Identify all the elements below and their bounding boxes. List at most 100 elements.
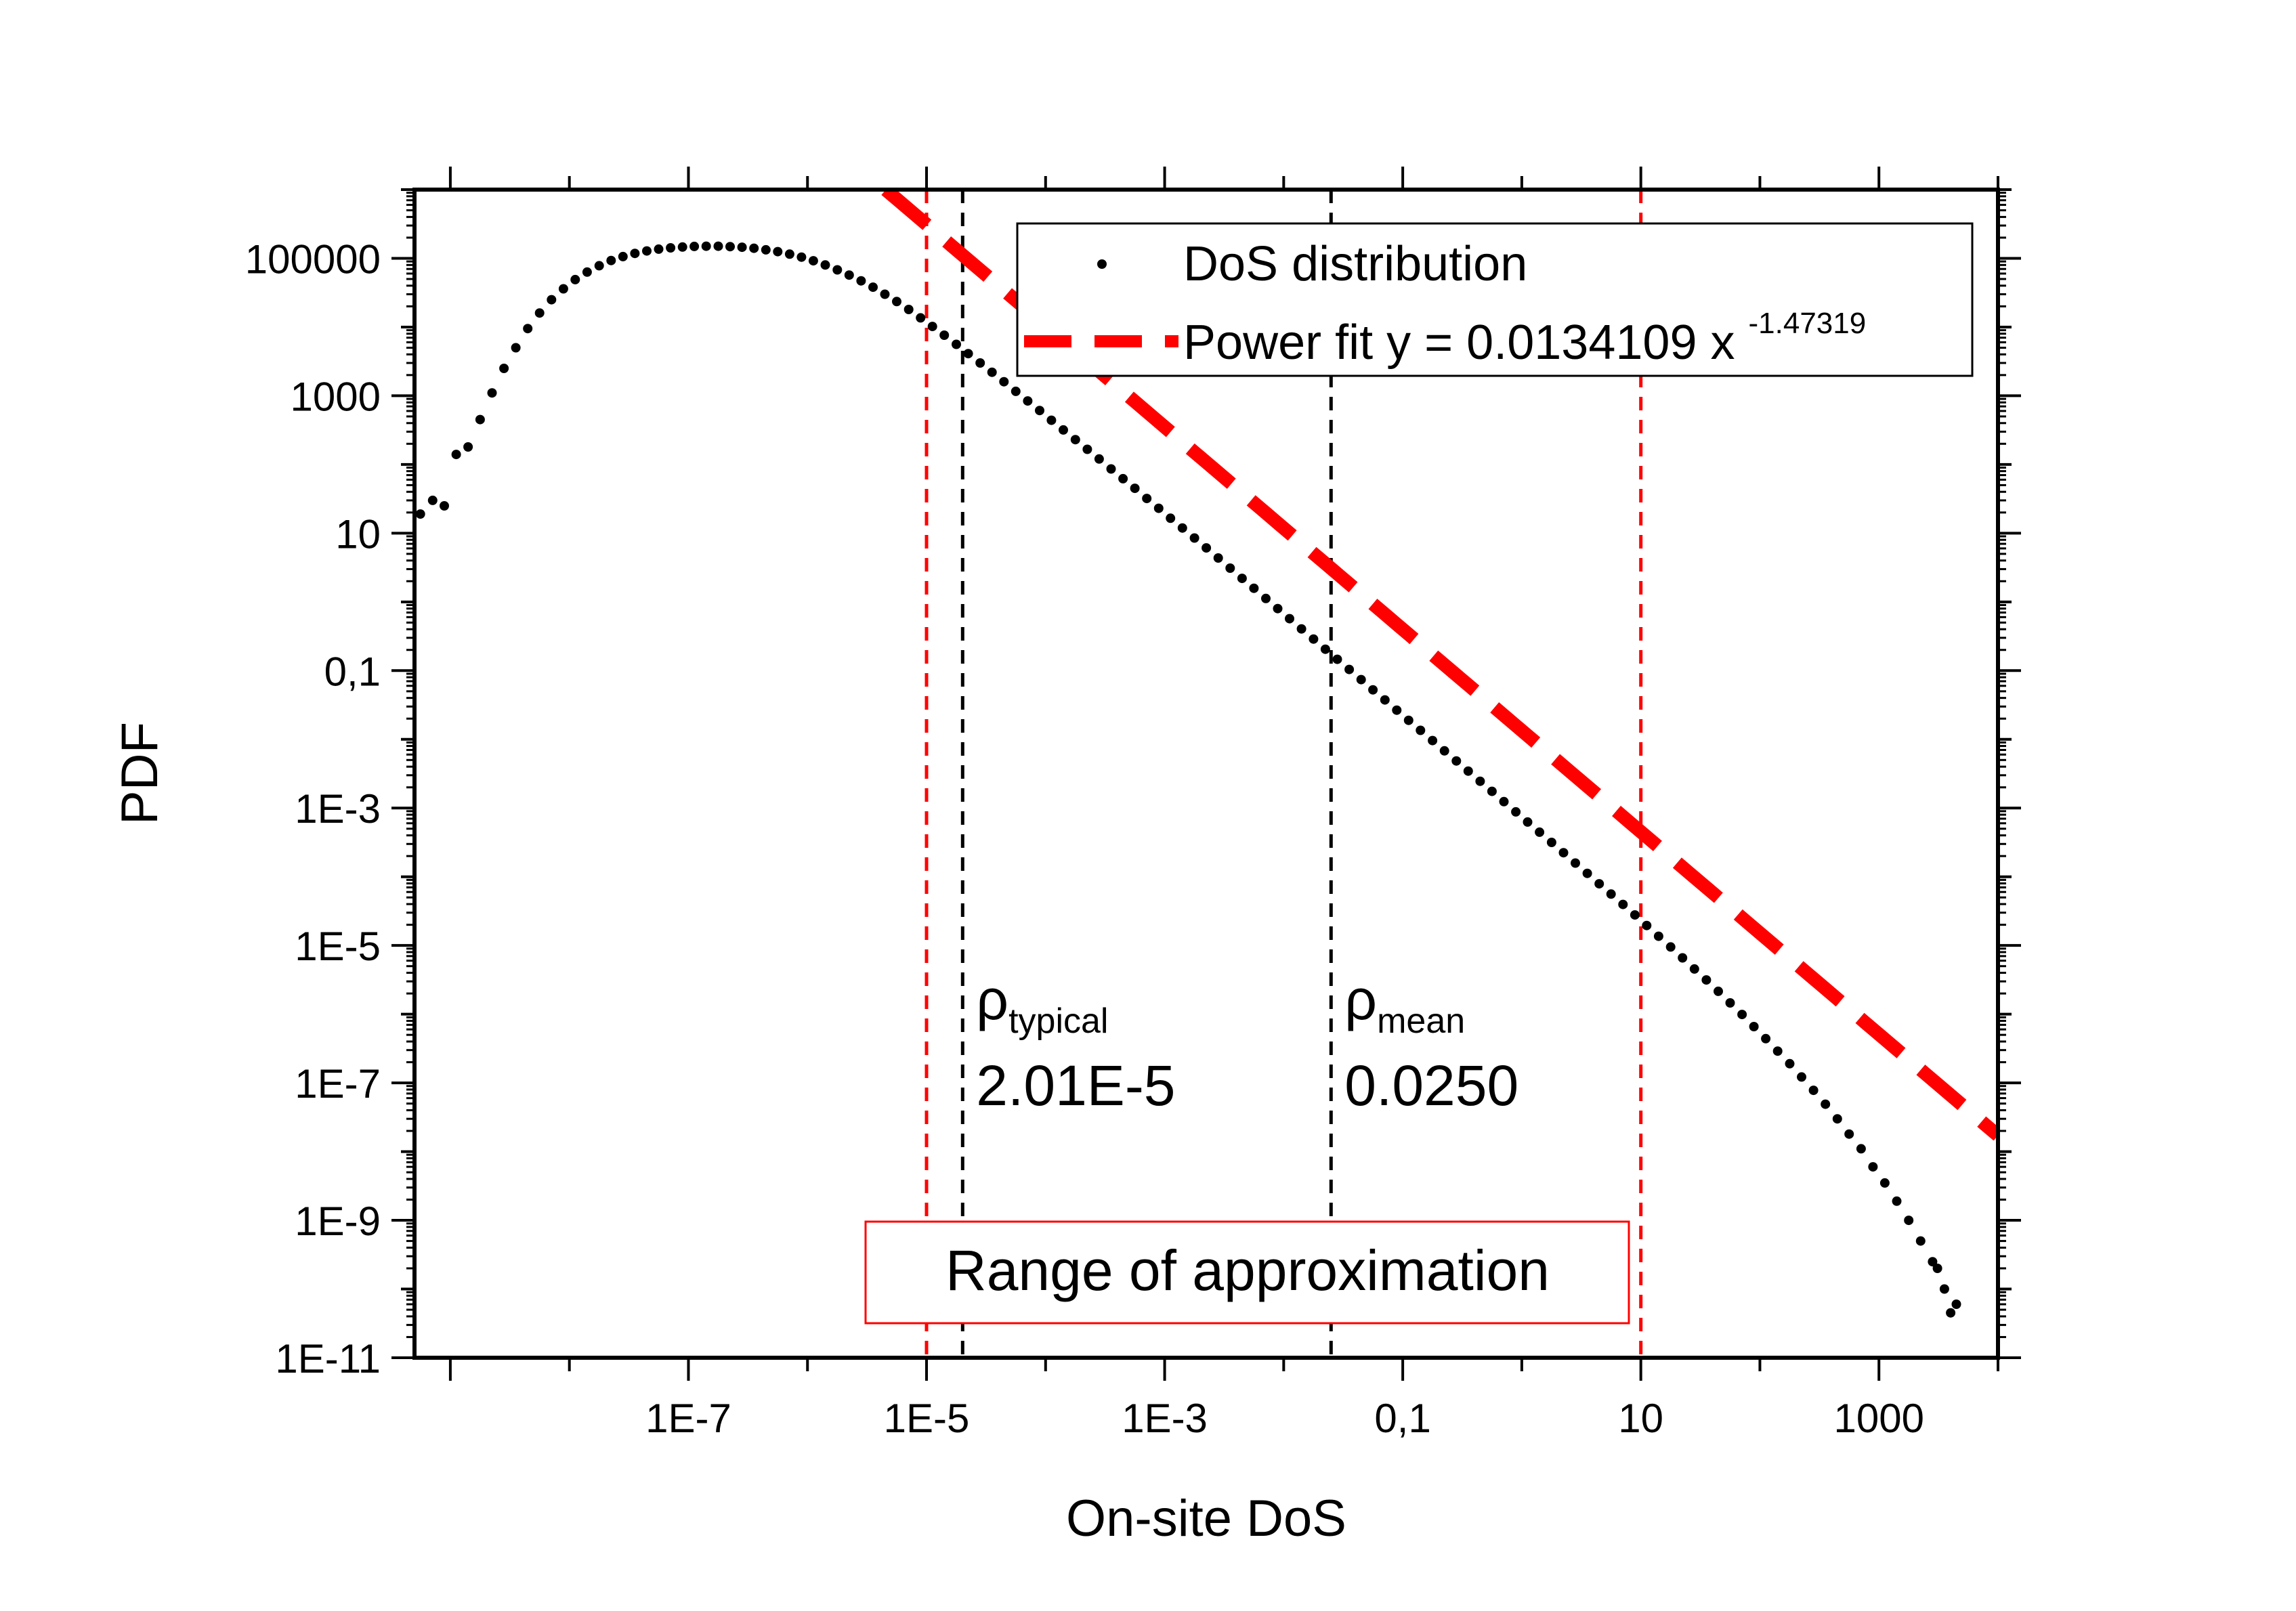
dos-data-point [511,343,521,353]
dos-data-point [761,244,771,255]
y-axis-title: PDF [111,722,169,825]
dos-data-point [1320,644,1330,654]
y-tick-label: 1E-9 [295,1199,381,1244]
dos-data-point [1689,964,1699,974]
dos-data-point [1011,386,1021,396]
dos-data-point [1439,746,1449,756]
x-axis-title: On-site DoS [1066,1490,1346,1547]
dos-data-point [547,295,557,305]
dos-data-point [1868,1162,1878,1172]
dos-data-point [1153,503,1164,513]
dos-data-point [1701,975,1712,985]
dos-data-point [1642,920,1652,930]
dos-data-point [1475,776,1485,786]
dos-data-point [1678,953,1688,963]
dos-data-point [1725,998,1735,1008]
dos-data-point [713,241,723,251]
dos-data-point [475,414,485,425]
dos-data-point [1714,986,1723,996]
y-tick-label: 1E-7 [295,1061,381,1107]
legend-box [1016,222,1974,377]
dos-data-point [999,377,1009,387]
dos-data-point [1571,858,1580,868]
x-axis-tick-labels: 1E-7 1E-5 1E-3 0,1 10 1000 [645,1396,1924,1441]
dos-data-point [1582,868,1592,878]
dos-data-point [1332,654,1342,664]
dos-data-point [1237,574,1247,584]
dos-data-point [1249,583,1259,593]
dos-data-point [1416,725,1426,735]
dos-data-point [1832,1114,1842,1124]
annotations: ρtypical 2.01E-5 ρmean 0.0250 [976,968,1518,1117]
dos-data-point [784,249,794,259]
dos-data-point [1213,553,1223,563]
dos-data-point [749,243,759,253]
dos-data-point [463,442,473,452]
dos-data-point [582,267,592,277]
y-tick-label: 1000 [291,374,381,419]
dos-data-point [1225,563,1235,573]
dos-data-point [451,450,461,460]
dos-data-point [1392,705,1402,715]
dos-data-point [1202,543,1212,553]
dos-data-point [1594,879,1604,889]
dos-data-point [952,339,961,349]
dos-data-point [1487,786,1497,796]
dos-data-point [987,367,997,377]
y-tick-label: 0,1 [324,649,381,694]
dos-points-layer [415,241,1961,1318]
dos-data-point [820,260,830,270]
dos-data-point [1928,1257,1938,1267]
dos-data-point [773,246,783,257]
dos-data-point [808,256,818,266]
dos-data-point [832,265,843,275]
dos-data-point [1368,685,1378,695]
dos-data-point [1356,674,1366,685]
rho-value: 2.01E-5 [976,1054,1175,1117]
dos-data-point [1932,1264,1942,1273]
x-tick-label: 1E-5 [884,1396,970,1441]
legend-fit-label: Power fit y = 0.0134109 x -1.47319 [1183,307,1866,370]
dos-data-point [737,242,747,253]
x-tick-label: 10 [1618,1396,1663,1441]
dos-data-point [1142,494,1152,504]
dos-data-point [1606,889,1616,899]
dos-data-point [1904,1216,1914,1226]
dos-data-point [1296,624,1306,634]
dos-data-point [880,289,890,299]
dos-data-point [1059,425,1068,435]
y-tick-label: 10 [335,511,381,557]
dos-data-point [594,261,604,271]
dos-data-point [1856,1144,1866,1154]
dos-data-point [1772,1046,1783,1056]
reference-lines [924,190,1643,1358]
legend-fit-label-exponent: -1.47319 [1749,307,1867,340]
dos-data-point [1630,910,1640,920]
rho-annotation-mean: ρmean 0.0250 [1344,968,1518,1117]
dos-data-point [606,255,616,265]
dos-data-point [892,297,901,307]
dos-data-point [903,305,914,314]
dos-data-point [689,241,700,251]
dos-data-point [796,252,807,262]
legend-fit-label-main: Power fit y = 0.0134109 x [1183,316,1735,370]
plot-frame [412,188,2000,1360]
dos-data-point [1285,614,1294,624]
dos-data-point [1380,695,1390,705]
dos-data-point [844,270,854,280]
rho-symbol: ρmean [1344,968,1465,1041]
dos-data-point [1106,464,1116,474]
legend-dot-marker [1097,259,1107,269]
dos-data-point [1892,1196,1902,1206]
range-of-approximation-label: Range of approximation [945,1239,1550,1302]
rho-subscript: typical [1008,1002,1108,1041]
dos-data-point [1821,1099,1831,1109]
rho-value: 0.0250 [1344,1054,1518,1117]
dos-data-point [1177,523,1187,533]
y-tick-label: 100000 [245,236,381,282]
dos-data-point [1546,838,1556,847]
axis-ticks [391,167,2021,1381]
dos-data-point [1070,435,1080,445]
dos-data-point [666,243,676,253]
